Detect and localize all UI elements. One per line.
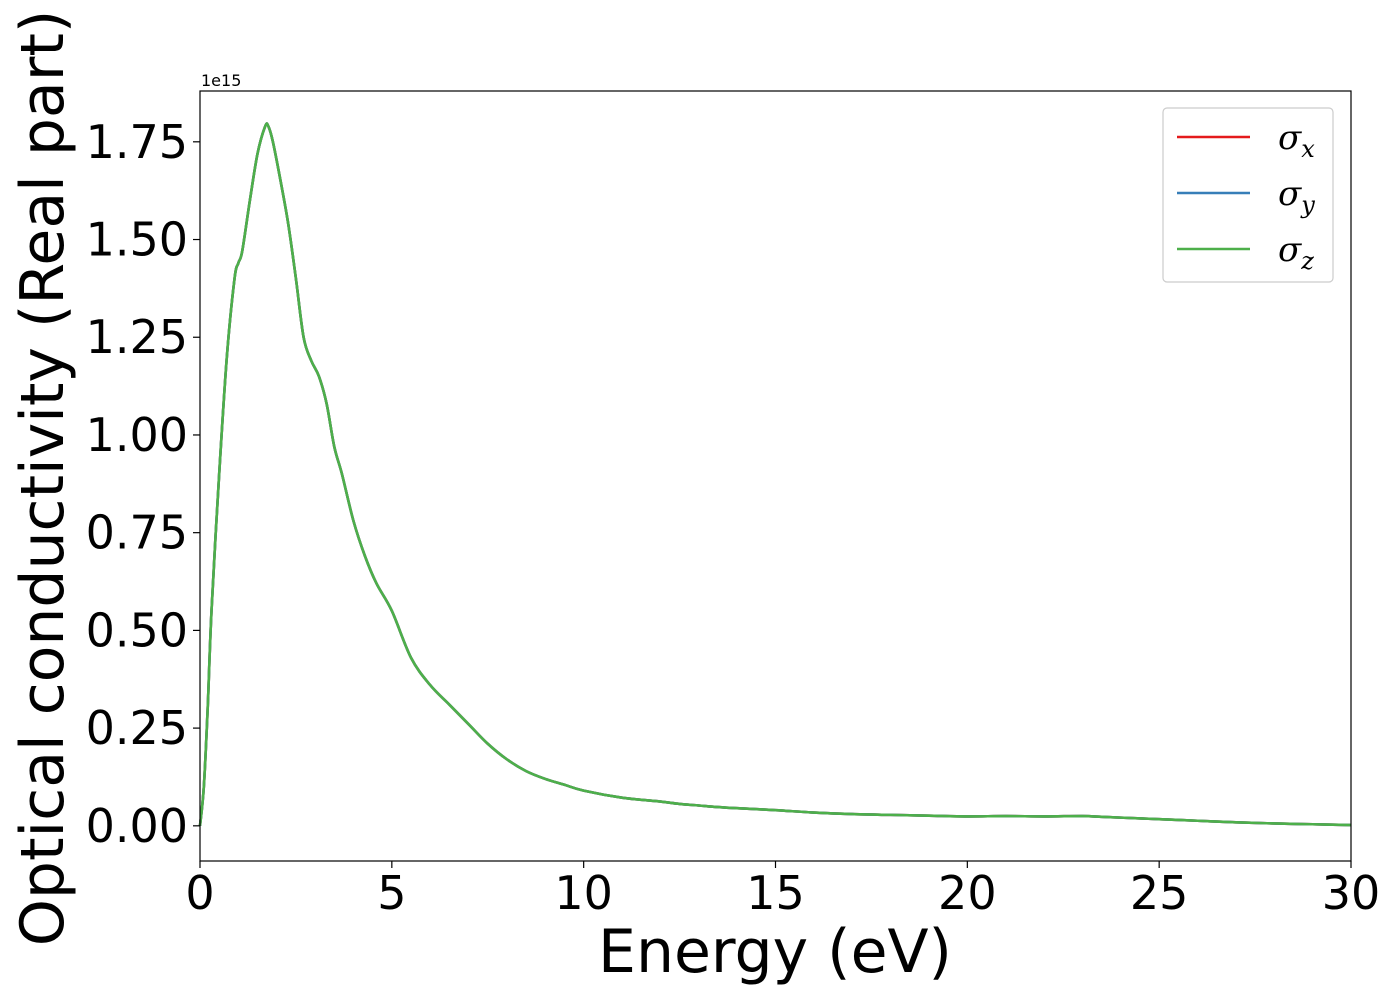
y-tick-label: 1.00 [86,408,188,462]
y-tick-label: 1.50 [86,213,188,267]
y-tick-label: 0.75 [86,506,188,560]
legend-entries: σx σy σz [1177,118,1315,275]
x-axis-title: Energy (eV) [598,917,952,987]
x-tick-label: 10 [554,866,613,920]
y-tick-label: 1.75 [86,115,188,169]
y-tick-label: 0.00 [86,799,188,853]
x-tick-label: 25 [1130,866,1189,920]
plot-area-background [200,91,1351,861]
x-tick-label: 15 [746,866,805,920]
y-offset-label: 1e15 [201,71,241,90]
legend-box [1162,107,1334,283]
y-axis-title: Optical conductivity (Real part) [8,10,78,947]
series-layer [198,122,1352,827]
y-axis-ticks: 0.00 0.25 0.50 0.75 1.00 1.25 1.50 1.75 [86,115,200,853]
x-tick-label: 0 [185,866,214,920]
legend-label: σz [1278,230,1314,275]
x-axis-ticks: 0 5 10 15 20 25 30 [185,861,1380,920]
legend-label: σy [1278,174,1315,219]
x-tick-label: 20 [938,866,997,920]
legend-label: σx [1278,118,1315,163]
x-tick-label: 5 [377,866,406,920]
y-tick-label: 1.25 [86,310,188,364]
series-line-σz [198,122,1352,827]
y-tick-label: 0.50 [86,603,188,657]
x-tick-label: 30 [1322,866,1381,920]
legend: σx σy σz [1162,107,1334,283]
y-tick-label: 0.25 [86,701,188,755]
